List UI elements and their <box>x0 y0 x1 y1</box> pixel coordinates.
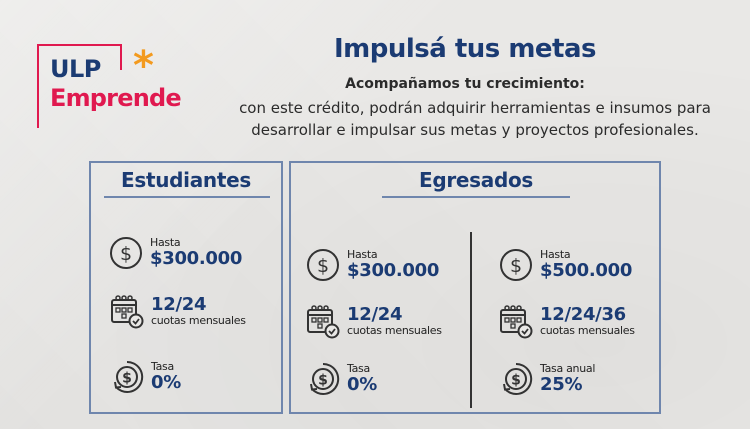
page-title: Impulsá tus metas <box>333 34 597 64</box>
rate-dollar-icon <box>114 360 144 393</box>
rate-dollar-icon <box>310 362 340 395</box>
cuotas-label: cuotas mensuales <box>347 324 442 337</box>
tasa-value: 25% <box>540 374 583 395</box>
dollar-circle-icon <box>110 237 142 269</box>
egresados-col2-monto: Hasta $500.000 <box>498 247 632 283</box>
monto-value: $300.000 <box>347 260 440 281</box>
rate-dollar-icon <box>503 362 533 395</box>
logo-emprende-text: Emprende <box>50 84 182 112</box>
estudiantes-title-underline <box>104 196 270 198</box>
egresados-col1-tasa: Tasa 0% <box>305 361 377 397</box>
tasa-value: 0% <box>151 372 181 393</box>
calendar-check-icon <box>500 305 533 339</box>
egresados-card <box>289 161 661 414</box>
cuotas-value: 12/24 <box>347 304 403 325</box>
dollar-circle-icon <box>500 249 532 281</box>
calendar-check-icon <box>111 295 144 329</box>
cuotas-label: cuotas mensuales <box>151 314 246 327</box>
tasa-value: 0% <box>347 374 377 395</box>
estudiantes-title: Estudiantes <box>120 168 251 192</box>
cuotas-value: 12/24 <box>151 294 207 315</box>
dollar-circle-icon <box>307 249 339 281</box>
estudiantes-card <box>89 161 283 414</box>
tasa-label: Tasa anual <box>540 362 596 375</box>
egresados-col2-cuotas: 12/24/36 cuotas mensuales <box>498 303 635 339</box>
page-description: con este crédito, podrán adquirir herram… <box>239 99 711 139</box>
asterisk-icon: * <box>133 43 154 89</box>
monto-value: $300.000 <box>150 248 243 269</box>
tasa-label: Tasa <box>151 360 174 373</box>
monto-label: Hasta <box>150 236 181 249</box>
cuotas-label: cuotas mensuales <box>540 324 635 337</box>
egresados-col1-cuotas: 12/24 cuotas mensuales <box>305 303 442 339</box>
calendar-check-icon <box>307 305 340 339</box>
estudiantes-monto: Hasta $300.000 <box>108 235 242 271</box>
monto-value: $500.000 <box>540 260 633 281</box>
cuotas-value: 12/24/36 <box>540 304 626 325</box>
tasa-label: Tasa <box>347 362 370 375</box>
egresados-title: Egresados <box>418 168 534 192</box>
egresados-col1-monto: Hasta $300.000 <box>305 247 439 283</box>
estudiantes-tasa: Tasa 0% <box>109 359 181 395</box>
egresados-title-underline <box>382 196 570 198</box>
estudiantes-cuotas: 12/24 cuotas mensuales <box>109 293 246 329</box>
page-subtitle: Acompañamos tu crecimiento: <box>345 76 585 92</box>
egresados-col2-tasa: Tasa anual 25% <box>498 361 595 397</box>
monto-label: Hasta <box>347 248 378 261</box>
egresados-column-divider <box>470 232 472 408</box>
monto-label: Hasta <box>540 248 571 261</box>
logo-frame <box>37 44 121 128</box>
logo-ulp-text: ULP <box>50 55 101 83</box>
logo-frame-right <box>120 44 122 70</box>
